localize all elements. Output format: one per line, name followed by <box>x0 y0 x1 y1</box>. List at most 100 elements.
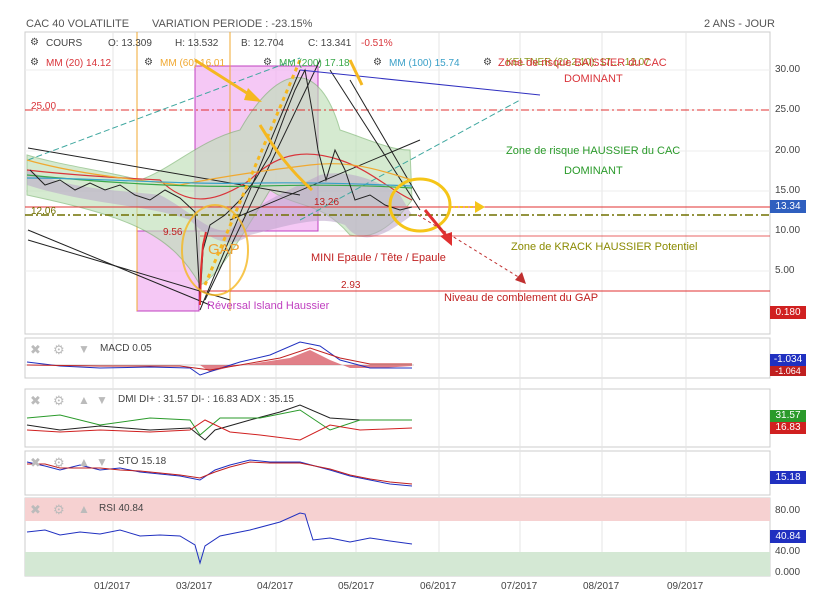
rsi-label: RSI 40.84 <box>99 503 144 514</box>
annotation-dominant-2: DOMINANT <box>564 165 623 177</box>
y-tick-20: 20.00 <box>775 145 801 156</box>
gear-icon[interactable]: ⚙ <box>53 393 65 408</box>
x-tick-09-2017: 09/2017 <box>667 581 704 592</box>
trendline-4 <box>199 69 301 311</box>
macd-signal-line <box>26 347 412 371</box>
bollinger-band <box>27 170 412 243</box>
chart-title: CAC 40 VOLATILITE <box>26 18 130 30</box>
trendline-blue <box>299 69 541 96</box>
dmi-badge-minus: 16.83 <box>770 422 806 434</box>
gear-icon[interactable]: ⚙ <box>483 57 492 68</box>
move-up-icon[interactable]: ▲ <box>78 393 90 407</box>
ohlc-change: -0.51% <box>361 38 393 49</box>
gear-icon[interactable]: ⚙ <box>53 455 65 470</box>
price-line <box>29 68 413 301</box>
y-tick-15: 15.00 <box>775 185 801 196</box>
gap-candles <box>199 231 207 306</box>
trendline-teal-2 <box>299 99 521 221</box>
annotation-dominant-1: DOMINANT <box>564 73 623 85</box>
gear-icon[interactable]: ⚙ <box>373 57 382 68</box>
yellow-arrow-2 <box>348 59 364 86</box>
trendline-3 <box>27 147 301 196</box>
trendline-8 <box>229 139 421 221</box>
x-tick-03-2017: 03/2017 <box>176 581 213 592</box>
annotation-gap-level: Niveau de comblement du GAP <box>444 292 599 304</box>
macd-histogram <box>200 350 412 372</box>
keltner-label: KELTNER (20,2,10): 17.... 12.07 <box>506 57 650 68</box>
yellow-arrowhead <box>475 201 485 213</box>
trendline-2 <box>27 239 231 301</box>
rsi-overbought-zone <box>25 498 770 521</box>
gear-icon[interactable]: ⚙ <box>53 342 65 357</box>
x-tick-07-2017: 07/2017 <box>501 581 538 592</box>
level-label-25: 25.00 <box>31 101 57 112</box>
y-tick-30: 30.00 <box>775 64 801 75</box>
period-selector[interactable]: 2 ANS - JOUR <box>704 18 775 30</box>
ma60-label: MM (60) 16.01 <box>160 58 226 69</box>
macd-badge-2: -1.064 <box>770 366 806 376</box>
gear-icon[interactable]: ⚙ <box>263 57 272 68</box>
adx-line <box>26 404 412 441</box>
ma20-label: MM (20) 14.12 <box>46 58 112 69</box>
annotation-mini-ete: MINI Epaule / Tête / Epaule <box>311 252 446 264</box>
ma-200-line <box>26 174 413 189</box>
rsi-y-tick-0: 0.000 <box>775 567 801 578</box>
trendline-5 <box>204 59 321 301</box>
x-tick-05-2017: 05/2017 <box>338 581 375 592</box>
yellow-dotted-trend <box>203 59 302 286</box>
rsi-y-tick-40: 40.00 <box>775 546 801 557</box>
period-variation: VARIATION PERIODE : -23.15% <box>152 18 313 30</box>
red-arrow-head <box>440 232 452 246</box>
ohlc-open: O: 13.309 <box>108 38 152 49</box>
sto-panel-frame <box>24 450 771 496</box>
ma200-label: MM (200) 17.18 <box>279 58 350 69</box>
rsi-line <box>26 512 413 565</box>
level-label-1326: 13.26 <box>314 197 340 208</box>
trendline-teal <box>27 57 301 161</box>
dmi-label: DMI DI+ : 31.57 DI- : 16.83 ADX : 35.15 <box>118 394 294 405</box>
gear-icon[interactable]: ⚙ <box>144 57 153 68</box>
yellow-arrow-1 <box>194 58 251 97</box>
di-minus-line <box>26 419 413 441</box>
annotation-gap: GAP <box>208 241 240 258</box>
rsi-y-tick-80: 80.00 <box>775 505 801 516</box>
y-tick-25: 25.00 <box>775 104 801 115</box>
gear-icon[interactable]: ⚙ <box>30 37 39 48</box>
level-label-956: 9.56 <box>163 227 183 238</box>
y-tick-5: 5.00 <box>775 265 795 276</box>
ma-60-line <box>26 159 413 186</box>
yellow-circle <box>388 177 452 233</box>
sto-d-line <box>27 461 413 485</box>
level-label-293: 2.93 <box>341 280 361 291</box>
close-icon[interactable]: ✖ <box>30 455 41 470</box>
macd-badge-1: -1.034 <box>770 354 806 366</box>
level-label-1206: 12.06 <box>31 206 57 217</box>
move-down-icon[interactable]: ▼ <box>96 455 108 469</box>
close-icon[interactable]: ✖ <box>30 502 41 517</box>
ohlc-high: H: 13.532 <box>175 38 219 49</box>
move-down-icon[interactable]: ▼ <box>96 393 108 407</box>
red-arrow <box>423 209 450 239</box>
macd-line <box>26 341 412 376</box>
move-up-icon[interactable]: ▲ <box>78 455 90 469</box>
trendline-6 <box>329 69 421 211</box>
gear-icon[interactable]: ⚙ <box>53 502 65 517</box>
gap-ellipse <box>181 204 249 296</box>
cours-label: COURS <box>46 38 83 49</box>
close-icon[interactable]: ✖ <box>30 342 41 357</box>
red-dotted-arrow <box>417 214 521 279</box>
dmi-panel-frame <box>24 388 771 448</box>
rsi-oversold-zone <box>25 552 770 576</box>
price-badge-2: 0.180 <box>770 306 806 319</box>
move-up-icon[interactable]: ▲ <box>78 502 90 516</box>
x-tick-08-2017: 08/2017 <box>583 581 620 592</box>
annotation-zone-baissier: Zone de risque BAISSIER du CAC <box>498 57 667 69</box>
macd-panel-frame <box>24 337 771 379</box>
close-icon[interactable]: ✖ <box>30 393 41 408</box>
sto-badge: 15.18 <box>770 471 806 484</box>
ma100-label: MM (100) 15.74 <box>389 58 460 69</box>
di-plus-line <box>26 409 412 436</box>
move-down-icon[interactable]: ▼ <box>78 342 90 356</box>
rsi-badge: 40.84 <box>770 530 806 543</box>
gear-icon[interactable]: ⚙ <box>30 57 39 68</box>
